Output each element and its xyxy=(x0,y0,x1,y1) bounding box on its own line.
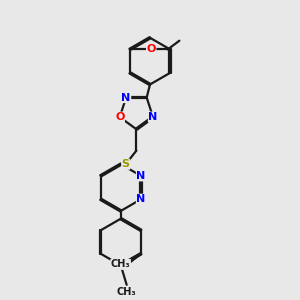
Text: S: S xyxy=(122,159,130,169)
Text: CH₃: CH₃ xyxy=(111,260,130,269)
Text: N: N xyxy=(136,194,146,204)
Text: N: N xyxy=(136,171,146,181)
Text: N: N xyxy=(148,112,158,122)
Text: N: N xyxy=(122,92,131,103)
Text: CH₃: CH₃ xyxy=(117,286,136,297)
Text: O: O xyxy=(115,112,124,122)
Text: O: O xyxy=(146,44,156,55)
